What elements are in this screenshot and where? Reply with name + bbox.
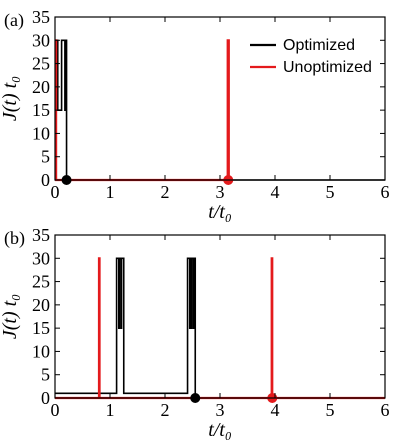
y-tick-label: 15 <box>32 318 50 338</box>
x-axis-label: t/t₀ <box>208 201 232 223</box>
x-tick-label: 1 <box>106 182 115 202</box>
y-tick-label: 20 <box>32 77 50 97</box>
series-line-unoptimized <box>54 39 230 182</box>
panel-label: (a) <box>4 10 24 31</box>
x-tick-label: 5 <box>326 182 335 202</box>
plot-frame <box>54 234 386 399</box>
legend-label-unoptimized: Unoptimized <box>283 59 372 76</box>
y-tick-label: 10 <box>32 123 50 143</box>
y-tick-label: 30 <box>32 30 50 50</box>
panel-label: (b) <box>4 228 25 249</box>
x-axis-label: t/t₀ <box>208 419 232 441</box>
y-tick-label: 15 <box>32 100 50 120</box>
x-tick-label: 4 <box>271 182 280 202</box>
y-axis-label: J(t) t₀ <box>0 294 21 339</box>
series-line-optimized <box>55 257 385 399</box>
y-tick-label: 10 <box>32 341 50 361</box>
y-tick-label: 35 <box>32 7 50 27</box>
x-tick-label: 2 <box>161 400 170 420</box>
y-tick-label: 30 <box>32 248 50 268</box>
y-tick-label: 0 <box>41 388 50 408</box>
y-tick-label: 20 <box>32 295 50 315</box>
x-tick-label: 4 <box>271 400 280 420</box>
x-tick-label: 6 <box>381 400 390 420</box>
y-tick-label: 35 <box>32 225 50 245</box>
x-tick-label: 1 <box>106 400 115 420</box>
series-line-optimized <box>55 39 385 181</box>
y-tick-label: 25 <box>32 54 50 74</box>
x-tick-label: 0 <box>51 400 60 420</box>
y-tick-label: 25 <box>32 272 50 292</box>
x-tick-label: 5 <box>326 400 335 420</box>
x-tick-label: 6 <box>381 182 390 202</box>
x-tick-label: 3 <box>216 182 225 202</box>
y-tick-label: 5 <box>41 147 50 167</box>
series-line-unoptimized <box>55 257 385 400</box>
x-tick-label: 0 <box>51 182 60 202</box>
x-tick-label: 3 <box>216 400 225 420</box>
x-tick-label: 2 <box>161 182 170 202</box>
legend-label-optimized: Optimized <box>283 37 355 54</box>
y-tick-label: 5 <box>41 365 50 385</box>
y-tick-label: 0 <box>41 170 50 190</box>
y-axis-label: J(t) t₀ <box>0 76 21 121</box>
